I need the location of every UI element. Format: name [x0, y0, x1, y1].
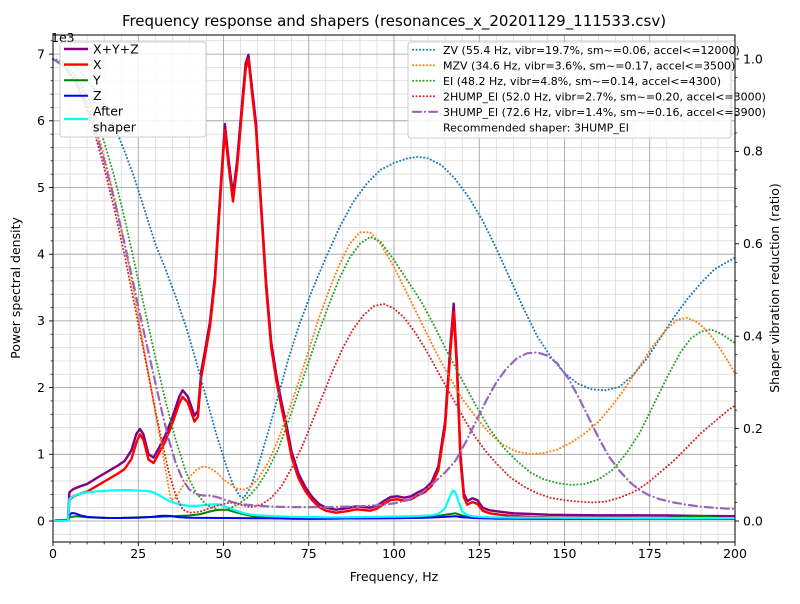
y-left-tick-label: 1 — [37, 447, 45, 462]
y-left-tick-label: 0 — [37, 513, 45, 528]
y-left-tick-label: 4 — [37, 247, 45, 262]
x-tick-label: 0 — [49, 546, 57, 561]
y-right-tick-label: 0.8 — [743, 144, 763, 159]
legend-label-z: Z — [93, 88, 102, 103]
curve-ei — [52, 58, 736, 511]
x-tick-label: 175 — [638, 546, 662, 561]
y-left-tick-label: 2 — [37, 380, 45, 395]
legend-label-3hump-ei: 3HUMP_EI (72.6 Hz, vibr=1.4%, sm~=0.16, … — [443, 106, 766, 119]
legend-label-zv: ZV (55.4 Hz, vibr=19.7%, sm~=0.06, accel… — [443, 44, 740, 57]
y-right-tick-label: 0.6 — [743, 236, 763, 251]
curve-after-shaper — [54, 489, 735, 522]
x-tick-label: 100 — [382, 546, 406, 561]
x-tick-label: 200 — [723, 546, 747, 561]
y-right-tick-label: 1.0 — [743, 51, 763, 66]
axes: 0 25 50 75 100 125 150 175 200 0 1 2 3 4 5 6 7 0.0 0.2 0.4 0… — [37, 40, 763, 561]
curve-x — [54, 57, 736, 522]
legend-label-mzv: MZV (34.6 Hz, vibr=3.6%, sm~=0.17, accel… — [443, 59, 735, 72]
y-right-tick-label: 0.0 — [743, 513, 763, 528]
shaper-curves — [51, 57, 737, 514]
y-left-axis-label: Power spectral density — [8, 217, 23, 359]
legend-label-x: X — [93, 57, 102, 72]
x-tick-label: 150 — [553, 546, 577, 561]
legend-label-after-shaper-line2: shaper — [93, 119, 137, 134]
y-left-tick-label: 3 — [37, 313, 45, 328]
y-left-tick-label: 5 — [37, 180, 45, 195]
x-tick-label: 125 — [467, 546, 491, 561]
y-left-offset-text: 1e3 — [51, 30, 75, 45]
y-right-tick-label: 0.4 — [743, 329, 763, 344]
y-left-tick-label: 6 — [37, 113, 45, 128]
legend-label-2hump-ei: 2HUMP_EI (52.0 Hz, vibr=2.7%, sm~=0.20, … — [443, 90, 766, 103]
curve-mzv — [52, 58, 736, 502]
psd-curves — [54, 53, 736, 522]
curve-3hump-ei — [51, 57, 737, 511]
y-left-tick-label: 7 — [37, 46, 45, 61]
x-tick-label: 75 — [301, 546, 317, 561]
legend-recommended-shaper: Recommended shaper: 3HUMP_EI — [443, 121, 629, 134]
x-tick-label: 25 — [130, 546, 146, 561]
x-tick-label: 50 — [216, 546, 232, 561]
y-right-axis-label: Shaper vibration reduction (ratio) — [767, 183, 782, 393]
legend-label-y: Y — [92, 73, 101, 88]
curve-2hump-ei — [52, 58, 736, 514]
y-right-tick-label: 0.2 — [743, 421, 763, 436]
chart-title: Frequency response and shapers (resonanc… — [122, 12, 666, 31]
x-axis-label: Frequency, Hz — [350, 569, 439, 584]
legend-label-after-shaper-line1: After — [93, 104, 124, 119]
legend-label-x-y-z: X+Y+Z — [93, 41, 139, 56]
legend-shapers: ZV (55.4 Hz, vibr=19.7%, sm~=0.06, accel… — [407, 41, 766, 139]
legend-label-ei: EI (48.2 Hz, vibr=4.8%, sm~=0.14, accel<… — [443, 75, 721, 88]
curve-zv — [52, 58, 736, 499]
